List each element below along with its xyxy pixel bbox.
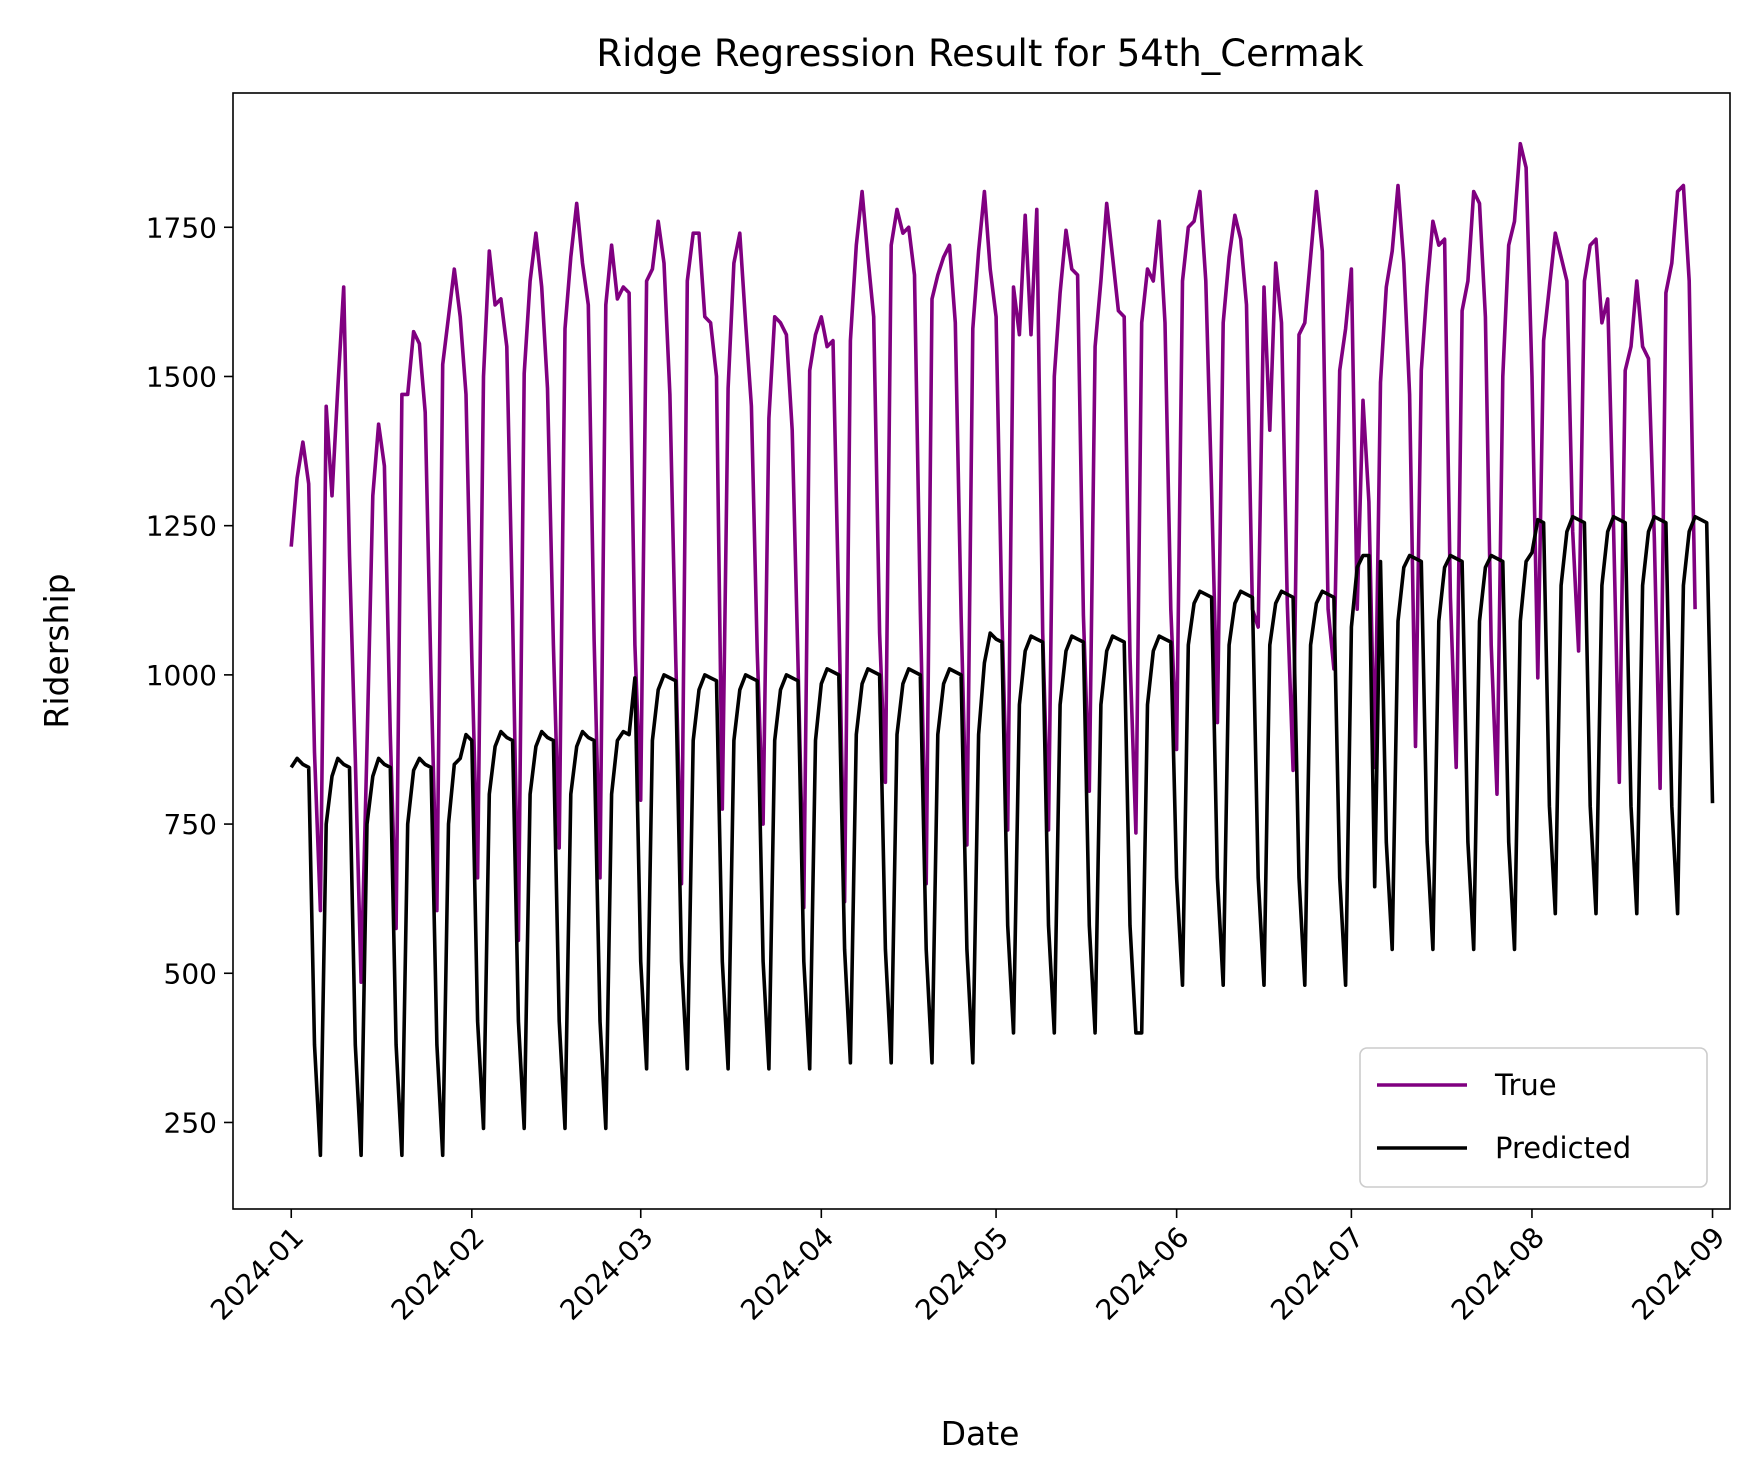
chart-title: Ridge Regression Result for 54th_Cermak	[596, 32, 1364, 75]
y-tick-label: 500	[164, 957, 217, 990]
series-line-predicted	[289, 514, 1715, 1158]
plot-frame	[232, 92, 1731, 1210]
y-axis: 250 500 750 1000 1250 1500 1750	[146, 211, 233, 1139]
series-line-true	[289, 141, 1697, 985]
legend: True Predicted	[1359, 1047, 1708, 1188]
y-tick-label: 1750	[146, 211, 217, 244]
legend-box	[1359, 1047, 1708, 1188]
plot-area	[232, 92, 1731, 1210]
legend-label-true: True	[1494, 1068, 1557, 1102]
y-tick-label: 1500	[146, 360, 217, 393]
y-tick-label: 250	[164, 1106, 217, 1139]
y-tick-label: 750	[164, 808, 217, 841]
series-lines	[289, 141, 1715, 1158]
y-axis-label: Ridership	[37, 573, 76, 728]
y-tick-label: 1250	[146, 510, 217, 543]
x-axis-label: Date	[941, 1414, 1020, 1453]
y-tick-label: 1000	[146, 659, 217, 692]
legend-label-predicted: Predicted	[1495, 1131, 1631, 1165]
